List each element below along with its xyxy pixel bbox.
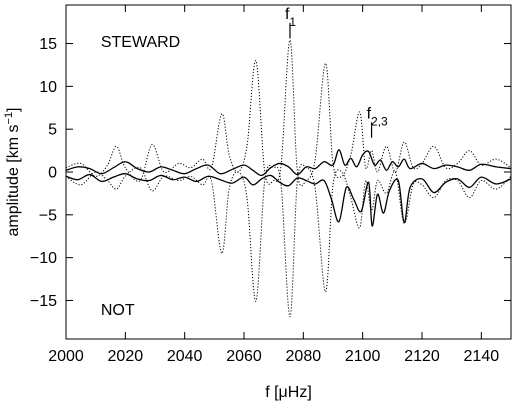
marker-label-2: f2,3	[367, 105, 388, 128]
y-tick-label-15: 15	[39, 36, 57, 53]
x-tick-label-2140: 2140	[464, 348, 500, 365]
y-tick-label--5: −5	[39, 207, 57, 224]
x-tick-label-2080: 2080	[286, 348, 322, 365]
series-line-4-solid	[65, 173, 512, 227]
y-tick-label-0: 0	[48, 165, 57, 182]
y-tick-label-5: 5	[48, 122, 57, 139]
y-axis-title-sup: −1	[3, 112, 15, 125]
marker-label-sub-1: 1	[289, 15, 296, 29]
x-tick-label-2100: 2100	[345, 348, 381, 365]
plot-frame	[65, 4, 512, 340]
y-tick-label--15: −15	[30, 293, 57, 310]
annotation-not: NOT	[101, 302, 135, 319]
y-axis-title: amplitude [km s−1]	[3, 107, 22, 236]
marker-label-main-1: f	[285, 6, 290, 23]
marker-label-1: f1	[285, 6, 296, 29]
y-tick-label-10: 10	[39, 79, 57, 96]
ticks-layer	[65, 5, 511, 339]
series-layer	[65, 39, 512, 318]
annot-layer: STEWARD NOT	[101, 34, 180, 319]
x-tick-label-2120: 2120	[404, 348, 440, 365]
y-tick-label--10: −10	[30, 250, 57, 267]
series-line-2-dotted	[65, 163, 512, 318]
ticklabels-layer: 2000 2020 2040 2060 2080 2100 2120 2140 −15 −10 −5…	[30, 36, 499, 365]
x-tick-label-2000: 2000	[48, 348, 84, 365]
x-tick-label-2040: 2040	[167, 348, 203, 365]
y-axis-title-main: amplitude [km s	[5, 124, 22, 236]
annotation-steward: STEWARD	[101, 34, 180, 51]
series-line-1-dotted	[65, 39, 512, 187]
x-axis-title: f [μHz]	[265, 384, 312, 401]
marker-label-main-2: f	[367, 105, 372, 122]
series-line-3-solid	[65, 149, 512, 177]
x-tick-label-2020: 2020	[108, 348, 144, 365]
marker-label-sub-2: 2,3	[371, 114, 388, 128]
x-tick-label-2060: 2060	[226, 348, 262, 365]
y-axis-title-close: ]	[5, 107, 22, 111]
